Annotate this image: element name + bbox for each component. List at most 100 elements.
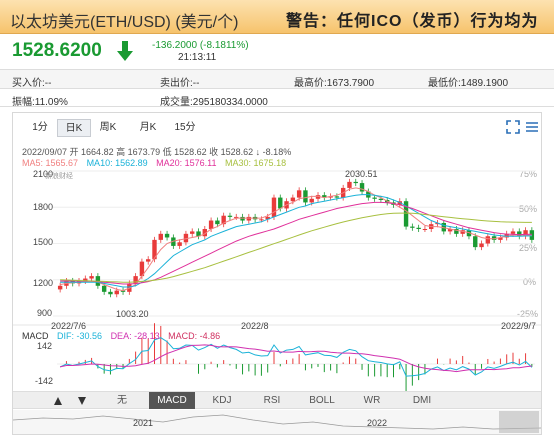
ind-tab-wr[interactable]: WR — [363, 395, 381, 406]
pct-tick-neg25: -25% — [517, 309, 539, 319]
macd-dea-line — [59, 344, 532, 373]
candle-body — [271, 197, 277, 217]
fullscreen-icon[interactable] — [506, 120, 520, 134]
candle-body — [491, 236, 497, 240]
low-price: 最低价:1489.1900 — [428, 78, 509, 89]
candle-body — [397, 201, 402, 205]
ma20-line — [60, 201, 532, 285]
candle-body — [259, 219, 264, 221]
tab-15min[interactable]: 15分 — [174, 122, 196, 133]
candle-body — [114, 290, 119, 295]
down-arrow-icon — [117, 41, 133, 61]
chart-panel: 1分 日K 周K 月K 15分 2022/09/07 开 1664.82 高 1… — [12, 112, 542, 435]
ma10-label: MA10: 1562.89 — [86, 158, 148, 168]
candle-body — [447, 229, 453, 232]
candle-body — [108, 291, 113, 295]
ico-warning: 警告：任何ICO（发币）行为均为 — [286, 13, 539, 30]
play-right-icon[interactable] — [77, 396, 87, 406]
candle-body — [234, 216, 239, 218]
play-left-icon[interactable] — [53, 396, 63, 406]
ma5-label: MA5: 1565.67 — [22, 158, 79, 168]
candle-body — [208, 220, 214, 229]
tab-monthly-k[interactable]: 月K — [139, 122, 157, 133]
candle-body — [334, 196, 340, 198]
title-bar: 以太坊美元(ETH/USD) (美元/个) 警告：任何ICO（发币）行为均为 — [0, 0, 554, 34]
quote-time: 21:13:11 — [178, 52, 217, 63]
pct-tick-75: 75% — [519, 169, 538, 179]
volume: 成交量:295180334.0000 — [160, 97, 268, 108]
candle-body — [410, 226, 415, 228]
ohlc-legend: 2022/09/07 开 1664.82 高 1673.79 低 1528.62… — [22, 147, 292, 157]
candle-body — [473, 236, 478, 248]
ma5-line — [60, 187, 532, 292]
ma30-label: MA30: 1675.18 — [225, 158, 287, 168]
ind-tab-kdj[interactable]: KDJ — [212, 395, 232, 406]
candle-body — [246, 216, 252, 221]
candle-body — [510, 231, 516, 234]
macd-dea: DEA: -28.13 — [110, 331, 160, 341]
macd-dif-line — [59, 337, 533, 377]
overview-year-2022: 2022 — [367, 418, 388, 428]
tab-weekly-k[interactable]: 周K — [99, 122, 117, 133]
candle-body — [359, 183, 365, 192]
x-label-end: 2022/9/7 — [501, 321, 537, 331]
candle-body — [328, 196, 333, 198]
candle-body — [523, 230, 528, 237]
candle-body — [315, 195, 321, 199]
current-price: 1528.6200 — [12, 40, 102, 61]
macd-value: MACD: -4.86 — [168, 331, 221, 341]
candle-body — [416, 227, 421, 229]
candle-body — [145, 259, 151, 262]
range-window[interactable] — [499, 411, 539, 433]
annotation-high: 2030.51 — [345, 169, 378, 179]
candle-body — [454, 229, 459, 234]
candle-body — [221, 215, 226, 225]
annotation-low: 1003.20 — [116, 309, 149, 319]
amplitude: 振幅:11.09% — [12, 97, 68, 108]
candle-body — [309, 198, 314, 203]
candle-body — [240, 216, 245, 221]
high-price: 最高价:1673.7900 — [294, 78, 375, 89]
ind-tab-dmi[interactable]: DMI — [412, 395, 432, 406]
macd-y-bottom: -142 — [35, 376, 54, 386]
ind-tab-none[interactable]: 无 — [117, 395, 127, 406]
period-tabs: 1分 日K 周K 月K 15分 — [13, 113, 541, 141]
ma30-line — [60, 212, 532, 283]
range-navigator[interactable]: 2021 2022 — [13, 410, 541, 434]
candle-body — [190, 231, 195, 234]
y-tick-900: 900 — [37, 308, 53, 318]
tab-1min[interactable]: 1分 — [32, 122, 48, 133]
macd-y-top: 142 — [37, 341, 53, 351]
ma10-line — [60, 194, 532, 288]
candle-body — [127, 283, 132, 292]
candle-body — [227, 215, 233, 217]
ind-tab-macd[interactable]: MACD — [149, 392, 195, 409]
page-title: 以太坊美元(ETH/USD) (美元/个) — [10, 14, 239, 31]
candle-body — [441, 222, 447, 232]
candle-body — [290, 197, 296, 202]
ind-tab-rsi[interactable]: RSI — [263, 395, 281, 406]
candle-body — [177, 242, 182, 246]
ind-tab-boll[interactable]: BOLL — [309, 395, 335, 406]
candle-body — [422, 229, 428, 230]
candle-body — [133, 276, 138, 284]
menu-icon[interactable] — [525, 120, 539, 134]
candle-body — [403, 201, 409, 227]
candle-body — [517, 231, 522, 237]
pct-tick-25: 25% — [519, 243, 538, 253]
candle-body — [164, 233, 170, 238]
candle-body — [303, 190, 308, 203]
candle-body — [347, 181, 352, 188]
candle-body — [158, 233, 163, 240]
tab-daily-k[interactable]: 日K — [57, 119, 91, 137]
info-row-2: 振幅:11.09% 成交量:295180334.0000 — [0, 88, 554, 108]
candle-body — [322, 195, 327, 198]
candle-body — [196, 231, 201, 237]
ma20-label: MA20: 1576.11 — [156, 158, 217, 168]
indicator-tabs: 无 MACD KDJ RSI BOLL WR DMI — [13, 391, 541, 409]
y-tick-2100: 2100 — [33, 169, 54, 179]
candle-body — [466, 230, 472, 237]
overview-sparkline — [13, 411, 541, 433]
candle-body — [485, 236, 491, 244]
y-tick-1800: 1800 — [33, 202, 54, 212]
